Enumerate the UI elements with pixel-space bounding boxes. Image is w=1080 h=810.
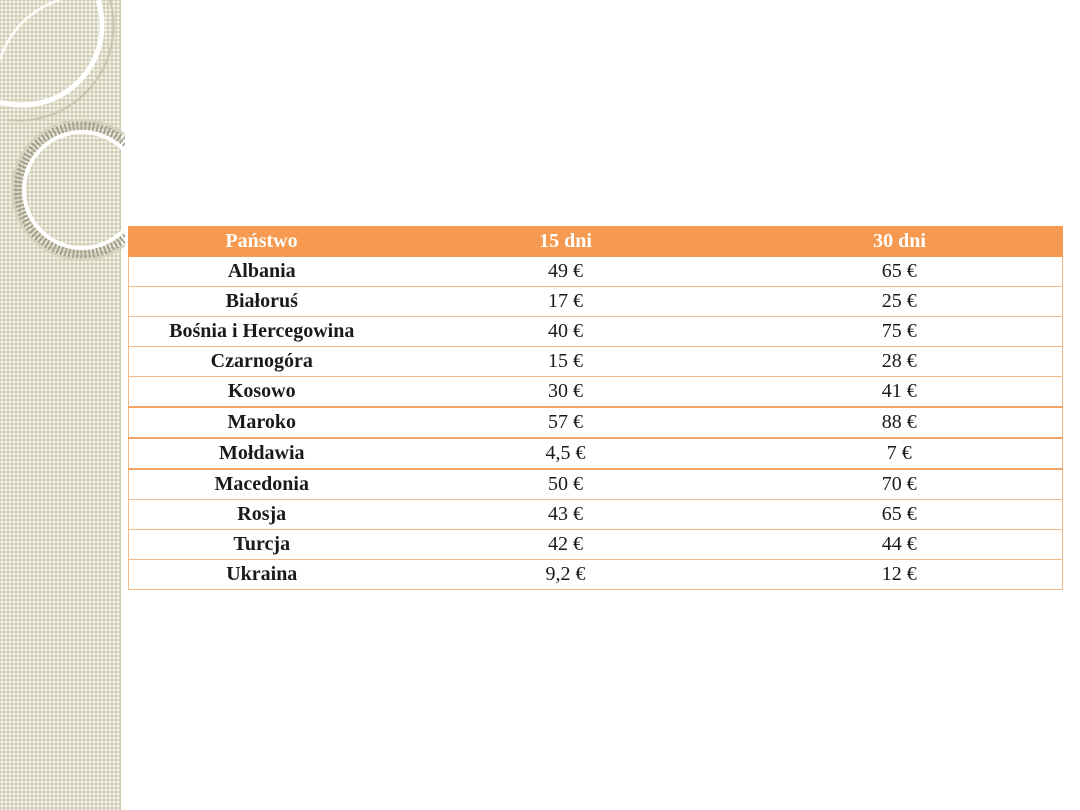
price-table: Państwo 15 dni 30 dni Albania 49 € 65 € … <box>128 226 1063 590</box>
country-cell: Ukraina <box>128 559 395 590</box>
country-cell: Białoruś <box>128 286 395 317</box>
country-cell: Czarnogóra <box>128 346 395 377</box>
price-15-cell: 9,2 € <box>394 559 737 590</box>
column-header-15-days: 15 dni <box>394 226 737 257</box>
table-row: Białoruś 17 € 25 € <box>128 286 1063 317</box>
table-row: Kosowo 30 € 41 € <box>128 376 1063 408</box>
price-30-cell: 65 € <box>736 499 1063 530</box>
country-cell: Turcja <box>128 529 395 560</box>
price-30-cell: 65 € <box>736 257 1063 287</box>
table-header-row: Państwo 15 dni 30 dni <box>128 226 1063 257</box>
country-cell: Maroko <box>128 407 395 439</box>
price-30-cell: 7 € <box>736 438 1063 470</box>
price-15-cell: 50 € <box>394 469 737 500</box>
country-cell: Mołdawia <box>128 438 395 470</box>
country-cell: Albania <box>128 257 395 287</box>
price-30-cell: 88 € <box>736 407 1063 439</box>
ring-icon <box>0 0 115 122</box>
price-15-cell: 15 € <box>394 346 737 377</box>
country-cell: Macedonia <box>128 469 395 500</box>
price-30-cell: 25 € <box>736 286 1063 317</box>
table-row: Turcja 42 € 44 € <box>128 529 1063 560</box>
country-cell: Bośnia i Hercegowina <box>128 316 395 347</box>
price-15-cell: 57 € <box>394 407 737 439</box>
country-cell: Rosja <box>128 499 395 530</box>
country-cell: Kosowo <box>128 376 395 408</box>
table-row: Ukraina 9,2 € 12 € <box>128 559 1063 590</box>
price-15-cell: 4,5 € <box>394 438 737 470</box>
ring-icon <box>11 119 125 260</box>
price-15-cell: 30 € <box>394 376 737 408</box>
decorative-rings <box>0 0 125 260</box>
price-30-cell: 12 € <box>736 559 1063 590</box>
price-15-cell: 49 € <box>394 257 737 287</box>
price-15-cell: 43 € <box>394 499 737 530</box>
table-row: Maroko 57 € 88 € <box>128 407 1063 439</box>
table-row: Rosja 43 € 65 € <box>128 499 1063 530</box>
price-30-cell: 41 € <box>736 376 1063 408</box>
price-30-cell: 75 € <box>736 316 1063 347</box>
table-row: Albania 49 € 65 € <box>128 257 1063 287</box>
price-30-cell: 70 € <box>736 469 1063 500</box>
table-row: Czarnogóra 15 € 28 € <box>128 346 1063 377</box>
table-row: Macedonia 50 € 70 € <box>128 469 1063 500</box>
column-header-30-days: 30 dni <box>736 226 1063 257</box>
table-row: Mołdawia 4,5 € 7 € <box>128 438 1063 470</box>
price-table-container: Państwo 15 dni 30 dni Albania 49 € 65 € … <box>128 226 1063 590</box>
price-30-cell: 44 € <box>736 529 1063 560</box>
price-15-cell: 42 € <box>394 529 737 560</box>
price-15-cell: 40 € <box>394 316 737 347</box>
column-header-country: Państwo <box>128 226 395 257</box>
table-row: Bośnia i Hercegowina 40 € 75 € <box>128 316 1063 347</box>
price-30-cell: 28 € <box>736 346 1063 377</box>
price-15-cell: 17 € <box>394 286 737 317</box>
